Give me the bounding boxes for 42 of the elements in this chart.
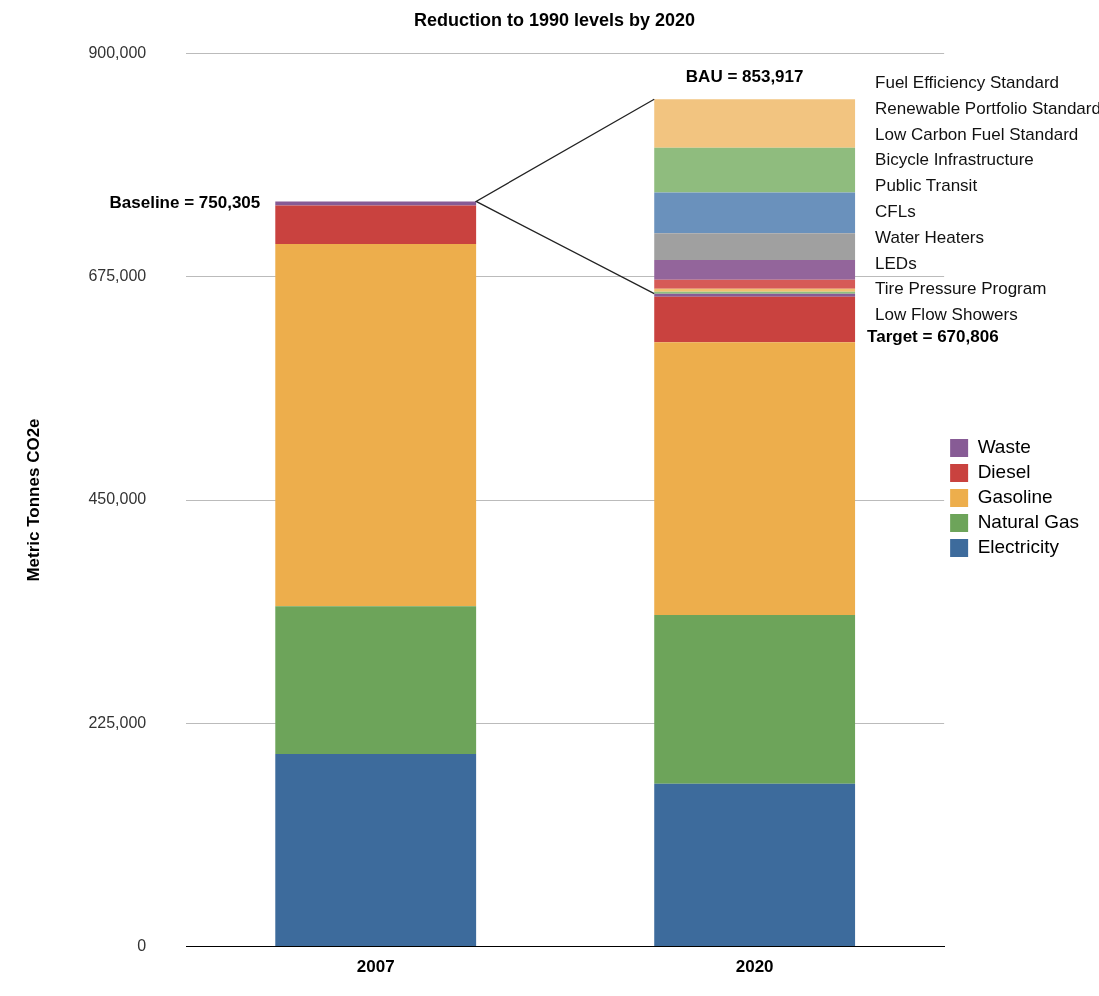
- annotation: Water Heaters: [875, 227, 985, 247]
- bar: [654, 783, 856, 946]
- legend-label: Waste: [977, 436, 1031, 458]
- annotation: Low Carbon Fuel Standard: [875, 124, 1079, 144]
- annotation: Public Transit: [875, 176, 978, 196]
- y-tick-label: 675,000: [88, 267, 147, 285]
- x-tick-label: 2020: [735, 957, 774, 977]
- annotation: Fuel Efficiency Standard: [875, 72, 1060, 92]
- bar: [654, 615, 856, 784]
- annotation: Tire Pressure Program: [875, 279, 1047, 299]
- y-axis-title: Metric Tonnes CO2e: [23, 418, 43, 582]
- bar: [275, 201, 477, 206]
- y-tick-label: 900,000: [88, 44, 147, 62]
- bar: [654, 259, 856, 280]
- annotation: LEDs: [875, 253, 917, 273]
- annotation: Baseline = 750,305: [109, 193, 261, 213]
- bar: [275, 606, 477, 754]
- y-tick-label: 225,000: [88, 713, 147, 731]
- bar: [654, 192, 856, 234]
- legend-label: Diesel: [977, 461, 1031, 483]
- bar: [654, 147, 856, 193]
- x-tick-label: 2007: [356, 957, 395, 977]
- bar: [654, 296, 856, 343]
- annotation: CFLs: [875, 201, 916, 221]
- annotation: Renewable Portfolio Standard: [875, 98, 1099, 118]
- annotation: Bicycle Infrastructure: [875, 150, 1034, 170]
- chart-title: Reduction to 1990 levels by 2020: [413, 9, 696, 30]
- legend-label: Electricity: [977, 536, 1060, 558]
- annotation: Target = 670,806: [867, 327, 999, 347]
- y-tick-label: 450,000: [88, 490, 147, 508]
- bar: [275, 753, 477, 946]
- legend-label: Gasoline: [977, 486, 1053, 508]
- y-tick-label: 0: [137, 936, 147, 954]
- annotation: BAU = 853,917: [685, 66, 804, 86]
- bar: [275, 205, 477, 245]
- bar: [275, 244, 477, 607]
- annotation: Low Flow Showers: [875, 305, 1018, 325]
- bar: [654, 233, 856, 260]
- legend-label: Natural Gas: [977, 511, 1079, 533]
- bar: [654, 279, 856, 289]
- bar: [654, 99, 856, 148]
- bar: [654, 342, 856, 616]
